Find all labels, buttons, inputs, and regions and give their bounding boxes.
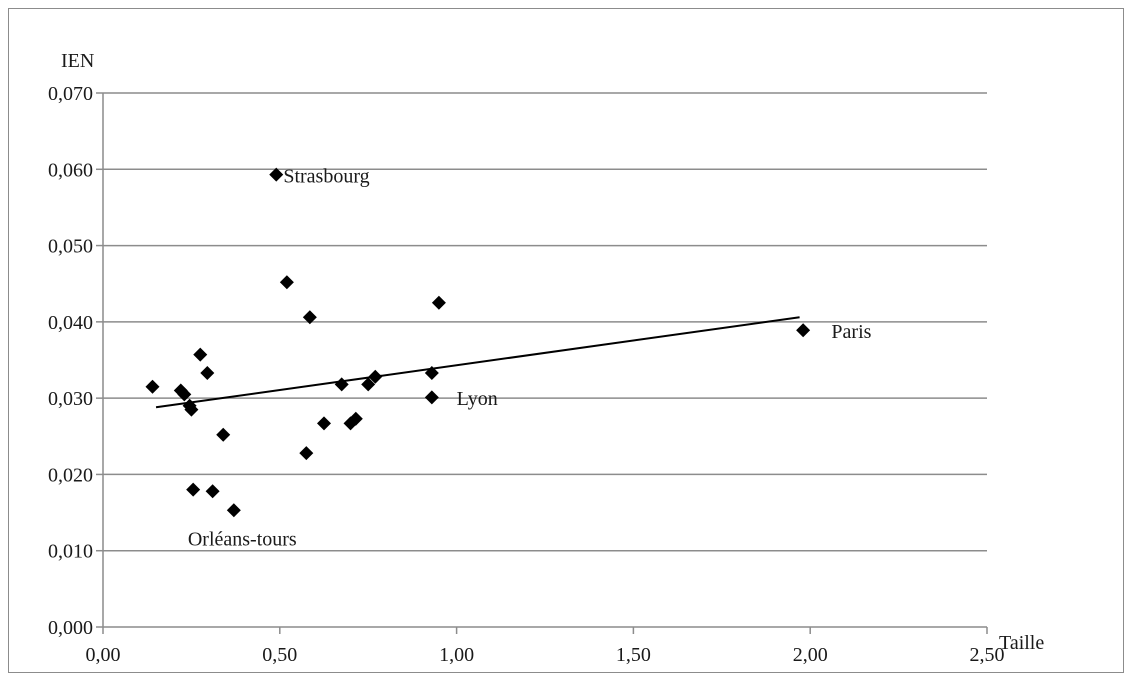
x-tick-label: 2,00 bbox=[793, 644, 828, 666]
y-axis-title: IEN bbox=[61, 50, 94, 72]
data-point-16 bbox=[334, 377, 349, 392]
data-point-13 bbox=[299, 446, 314, 461]
y-tick-label: 0,050 bbox=[48, 236, 93, 258]
data-point-21 bbox=[424, 365, 439, 380]
data-point-15 bbox=[317, 416, 331, 431]
scatter-chart: 0,000 0,010 0,020 0,030 0,040 0,050 0,060 0,070… bbox=[48, 50, 1044, 666]
data-point-10 bbox=[226, 503, 241, 518]
data-point-20 bbox=[368, 369, 383, 384]
data-point-5 bbox=[186, 482, 201, 497]
data-point-12 bbox=[279, 275, 294, 290]
data-point-19 bbox=[361, 377, 376, 392]
data-point-23 bbox=[431, 295, 446, 310]
x-tick-label: 1,00 bbox=[439, 644, 474, 666]
y-tick-label: 0,020 bbox=[48, 464, 93, 486]
data-point-0 bbox=[145, 379, 160, 394]
annotation-label: Lyon bbox=[457, 388, 498, 410]
annotation-label: Orléans-tours bbox=[188, 528, 297, 550]
x-tick-label: 0,00 bbox=[86, 644, 121, 666]
data-point-8 bbox=[205, 484, 220, 499]
y-tick-label: 0,070 bbox=[48, 83, 93, 105]
data-point-22 bbox=[424, 390, 439, 405]
y-tick-label: 0,000 bbox=[48, 617, 93, 639]
y-tick-label: 0,040 bbox=[48, 312, 93, 334]
x-tick-label: 0,50 bbox=[262, 644, 297, 666]
y-tick-label: 0,030 bbox=[48, 388, 93, 410]
data-point-9 bbox=[216, 427, 231, 442]
y-tick-label: 0,010 bbox=[48, 541, 93, 563]
x-axis-title: Taille bbox=[999, 632, 1044, 654]
data-point-4 bbox=[184, 402, 199, 417]
y-tick-label: 0,060 bbox=[48, 159, 93, 181]
data-point-6 bbox=[193, 347, 208, 362]
annotation-label: Paris bbox=[831, 321, 871, 343]
x-tick-label: 1,50 bbox=[616, 644, 651, 666]
data-point-7 bbox=[200, 365, 215, 380]
data-point-2 bbox=[177, 387, 192, 402]
x-tick-label: 2,50 bbox=[970, 644, 1005, 666]
annotation-label: Strasbourg bbox=[283, 165, 369, 187]
data-point-11 bbox=[269, 167, 284, 182]
data-point-14 bbox=[302, 310, 317, 325]
data-point-24 bbox=[796, 323, 811, 338]
data-point-18 bbox=[348, 411, 363, 426]
chart-frame: 0,000 0,010 0,020 0,030 0,040 0,050 0,060 0,070… bbox=[8, 8, 1124, 673]
trendline bbox=[155, 316, 800, 409]
